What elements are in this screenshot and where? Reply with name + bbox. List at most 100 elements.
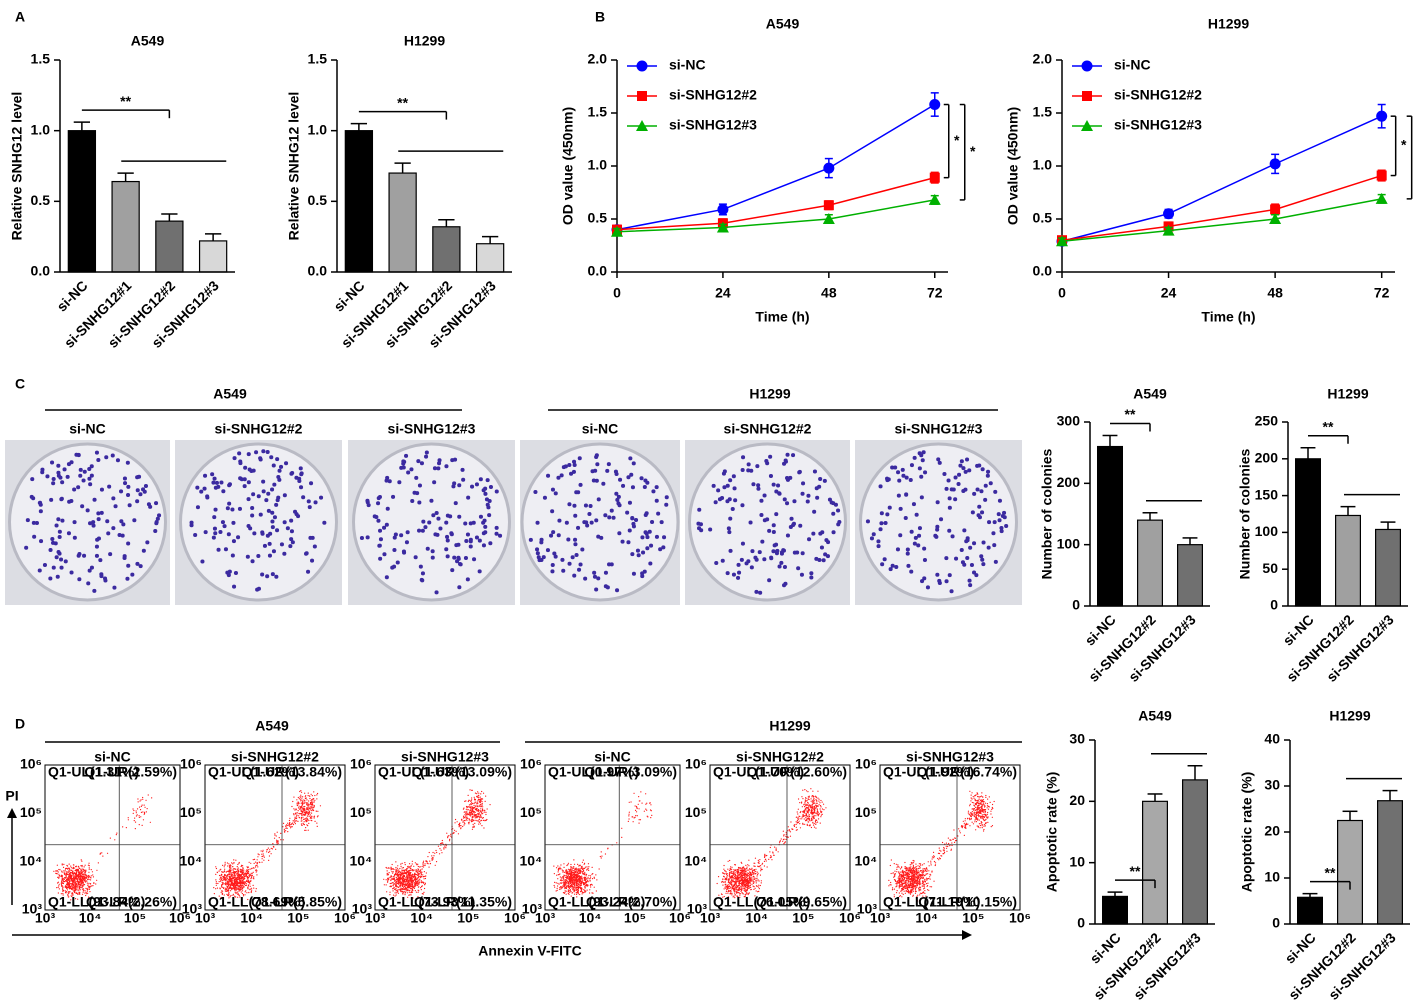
marker (1269, 213, 1282, 224)
y-tick-label: 20 (1264, 823, 1280, 839)
x-tick-label: si-NC (1087, 929, 1124, 966)
y-tick-label: 10⁴ (180, 852, 203, 868)
quadrant-label: Q1-UR(3.09%) (584, 764, 677, 780)
flow-events (213, 790, 322, 901)
y-tick-label: 10⁵ (180, 804, 202, 820)
marker (716, 221, 729, 233)
quadrant-label: Q1-LR(11.35%) (414, 894, 512, 910)
quadrant-label: Q1-UR(12.60%) (747, 764, 847, 780)
bar (155, 220, 184, 273)
y-tick-label: 10⁶ (855, 756, 877, 772)
y-tick-label: 0.0 (31, 263, 51, 279)
x-tick-label: 24 (715, 285, 731, 301)
sample-title: si-SNHG12#3 (401, 749, 489, 765)
y-tick-label: 50 (1262, 560, 1278, 576)
flow-events (383, 789, 491, 902)
y-tick-label: 10 (1264, 869, 1280, 885)
x-tick-label: 10⁴ (240, 910, 263, 926)
y-axis-label: Apoptotic rate (%) (1239, 772, 1255, 893)
significance-label: ** (397, 94, 408, 110)
panel-label: A (15, 9, 25, 25)
group-title: H1299 (769, 718, 810, 734)
significance-label: * (1401, 137, 1407, 153)
significance-label: * (954, 132, 960, 148)
x-tick-label: 10³ (870, 910, 891, 926)
x-tick-label: 10⁵ (962, 910, 984, 926)
marker (823, 200, 834, 211)
arrow-head (962, 930, 972, 940)
x-tick-label: si-NC (1280, 611, 1317, 648)
y-tick-label: 10⁵ (20, 804, 42, 820)
marker (636, 60, 648, 72)
bar (1374, 528, 1401, 607)
marker (1082, 91, 1092, 101)
quadrant-label: Q1-UR(13.84%) (242, 764, 342, 780)
significance-label: ** (1323, 418, 1334, 434)
significance-label: ** (1325, 864, 1336, 880)
quadrant-label: Q1-UL(1.31%) (48, 764, 139, 780)
bar (432, 226, 461, 273)
marker (611, 225, 623, 237)
x-tick-label: 10⁵ (457, 910, 479, 926)
quadrant-label: Q1-LL(93.84%) (48, 894, 145, 910)
y-tick-label: 200 (1255, 450, 1279, 466)
series-line (1061, 198, 1382, 243)
y-axis-label: Number of colonies (1237, 448, 1253, 579)
x-tick-label: 10⁴ (410, 910, 433, 926)
y-tick-label: 10⁴ (350, 852, 373, 868)
y-axis-label: Apoptotic rate (%) (1044, 772, 1060, 893)
x-tick-label: 10³ (195, 910, 216, 926)
x-tick-label: 10⁶ (1009, 910, 1031, 926)
legend-label: si-NC (669, 57, 706, 73)
plate-well (520, 442, 680, 602)
x-tick-label: 10⁶ (669, 910, 691, 926)
quadrant-label: Q1-UR(13.09%) (412, 764, 512, 780)
flow-y-label: PI (5, 788, 18, 804)
legend-label: si-SNHG12#2 (1114, 87, 1202, 103)
series-line (616, 199, 935, 233)
y-tick-label: 0 (1072, 597, 1080, 613)
y-tick-label: 1.0 (31, 121, 51, 137)
group-title: H1299 (749, 386, 790, 402)
significance-label: ** (120, 93, 131, 109)
bar (198, 240, 228, 273)
y-tick-label: 10⁵ (350, 804, 372, 820)
colonies (528, 453, 669, 593)
flow-plot (44, 764, 181, 911)
y-tick-label: 10⁵ (855, 804, 877, 820)
chart-title: A549 (1138, 708, 1172, 724)
sample-title: si-SNHG12#3 (388, 421, 476, 437)
legend-label: si-SNHG12#2 (669, 87, 757, 103)
y-tick-label: 10³ (687, 901, 708, 917)
y-tick-label: 10³ (182, 901, 203, 917)
chart-title: H1299 (1208, 16, 1249, 32)
marker (1056, 235, 1068, 247)
marker (928, 193, 941, 205)
chart-title: A549 (766, 16, 800, 32)
y-tick-label: 300 (1057, 413, 1081, 429)
marker (823, 162, 835, 174)
sample-title: si-SNHG12#3 (895, 421, 983, 437)
sample-title: si-SNHG12#2 (231, 749, 319, 765)
x-tick-label: 24 (1161, 285, 1177, 301)
marker (1081, 60, 1093, 72)
quadrant-label: Q1-UR(2.59%) (84, 764, 177, 780)
series-line (1061, 115, 1382, 242)
marker (1162, 224, 1175, 236)
x-tick-label: 10⁶ (169, 910, 191, 926)
x-tick-label: si-NC (1082, 611, 1119, 648)
y-tick-label: 10⁶ (685, 756, 707, 772)
sample-title: si-SNHG12#2 (724, 421, 812, 437)
quadrant-label: Q1-LL(71.19%) (883, 894, 980, 910)
colonies (189, 449, 327, 592)
group-title: A549 (213, 386, 247, 402)
y-tick-label: 1.5 (31, 51, 51, 67)
bar (1334, 514, 1361, 607)
y-tick-label: 1.0 (1033, 157, 1053, 173)
y-tick-label: 1.0 (588, 157, 608, 173)
bar (1376, 800, 1403, 925)
y-tick-label: 10 (1069, 853, 1085, 869)
y-tick-label: 10⁴ (520, 852, 543, 868)
colonies (24, 450, 162, 593)
legend-label: si-SNHG12#3 (1114, 117, 1202, 133)
